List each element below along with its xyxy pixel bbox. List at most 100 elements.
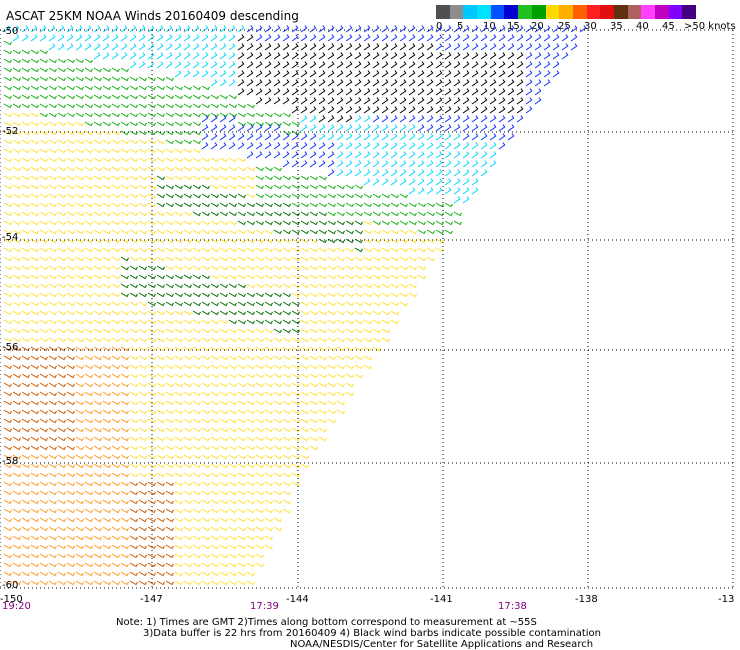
wind-barb [219, 142, 227, 150]
wind-barb [336, 355, 345, 361]
wind-barb [192, 301, 201, 307]
wind-barb [345, 25, 353, 33]
wind-barb [102, 229, 111, 235]
wind-barb [75, 148, 84, 154]
wind-barb [363, 88, 371, 96]
wind-barb [183, 238, 192, 244]
wind-barb [354, 319, 363, 325]
wind-barb [417, 88, 425, 96]
wind-barb [111, 148, 120, 154]
wind-barb [354, 133, 362, 141]
wind-barb [210, 382, 219, 388]
wind-barb [363, 247, 372, 253]
wind-barb [30, 364, 39, 370]
wind-barb [120, 103, 129, 109]
wind-barb [228, 535, 237, 541]
wind-barb [543, 25, 551, 33]
wind-barb [156, 472, 165, 478]
wind-barb [156, 130, 165, 136]
wind-barb [129, 553, 138, 559]
wind-barb [201, 175, 210, 181]
wind-barb [30, 463, 39, 469]
wind-barb [471, 106, 479, 114]
wind-barb [48, 553, 57, 559]
wind-barb [246, 184, 255, 190]
wind-barb [444, 34, 452, 42]
wind-barb [147, 184, 156, 190]
wind-barb [318, 115, 326, 123]
wind-barb [12, 544, 21, 550]
wind-barb [120, 571, 129, 577]
wind-barb [516, 115, 524, 123]
wind-barb [237, 112, 246, 118]
wind-barb [147, 121, 156, 127]
wind-barb [120, 391, 129, 397]
wind-barb [372, 70, 380, 78]
wind-barb [399, 151, 407, 159]
wind-barb [12, 517, 21, 523]
wind-barb [345, 70, 353, 78]
wind-barb [390, 34, 398, 42]
wind-barb [48, 436, 57, 442]
wind-barb [165, 355, 174, 361]
wind-barb [156, 436, 165, 442]
wind-barb [21, 526, 30, 532]
wind-barb [390, 79, 398, 87]
wind-barb [237, 133, 245, 141]
wind-barb [102, 112, 111, 118]
wind-barb [273, 292, 282, 298]
wind-barb [102, 265, 111, 271]
wind-barb [165, 202, 174, 208]
wind-barb [3, 418, 12, 424]
wind-barb [75, 544, 84, 550]
wind-barb [21, 193, 30, 199]
colorbar-swatch [477, 5, 491, 19]
wind-barb [255, 517, 264, 523]
wind-barb [174, 373, 183, 379]
wind-barb [192, 463, 201, 469]
wind-barb [84, 508, 93, 514]
wind-barb [318, 70, 326, 78]
wind-barb [264, 274, 273, 280]
wind-barb [354, 247, 363, 253]
wind-barb [30, 337, 39, 343]
wind-barb [138, 490, 147, 496]
wind-barb [93, 427, 102, 433]
wind-barb [102, 283, 111, 289]
wind-barb [147, 166, 156, 172]
wind-barb [381, 34, 389, 42]
wind-barb [102, 517, 111, 523]
wind-barb [147, 418, 156, 424]
wind-barb [534, 97, 542, 105]
wind-barb [345, 256, 354, 262]
wind-barb [255, 193, 264, 199]
wind-barb [84, 25, 92, 33]
wind-barb [372, 202, 381, 208]
wind-barb [75, 436, 84, 442]
wind-barb [282, 355, 291, 361]
wind-barb [75, 310, 84, 316]
wind-barb [138, 418, 147, 424]
wind-barb [399, 193, 408, 199]
wind-barb [381, 337, 390, 343]
wind-barb [210, 220, 219, 226]
wind-barb [453, 142, 461, 150]
wind-barb [57, 43, 65, 51]
wind-barb [246, 373, 255, 379]
wind-barb [93, 85, 102, 91]
wind-barb [426, 247, 435, 253]
wind-barb [120, 220, 129, 226]
wind-barb [93, 157, 102, 163]
wind-barb [426, 202, 435, 208]
wind-barb [93, 94, 102, 100]
wind-barb [30, 283, 39, 289]
wind-barb [309, 211, 318, 217]
wind-barb [57, 454, 66, 460]
wind-barb [21, 94, 30, 100]
wind-barb [453, 79, 461, 87]
wind-barb [201, 445, 210, 451]
wind-barb [273, 70, 281, 78]
wind-barb [354, 160, 362, 168]
wind-barb [318, 292, 327, 298]
lat-label: -58 [2, 456, 19, 467]
